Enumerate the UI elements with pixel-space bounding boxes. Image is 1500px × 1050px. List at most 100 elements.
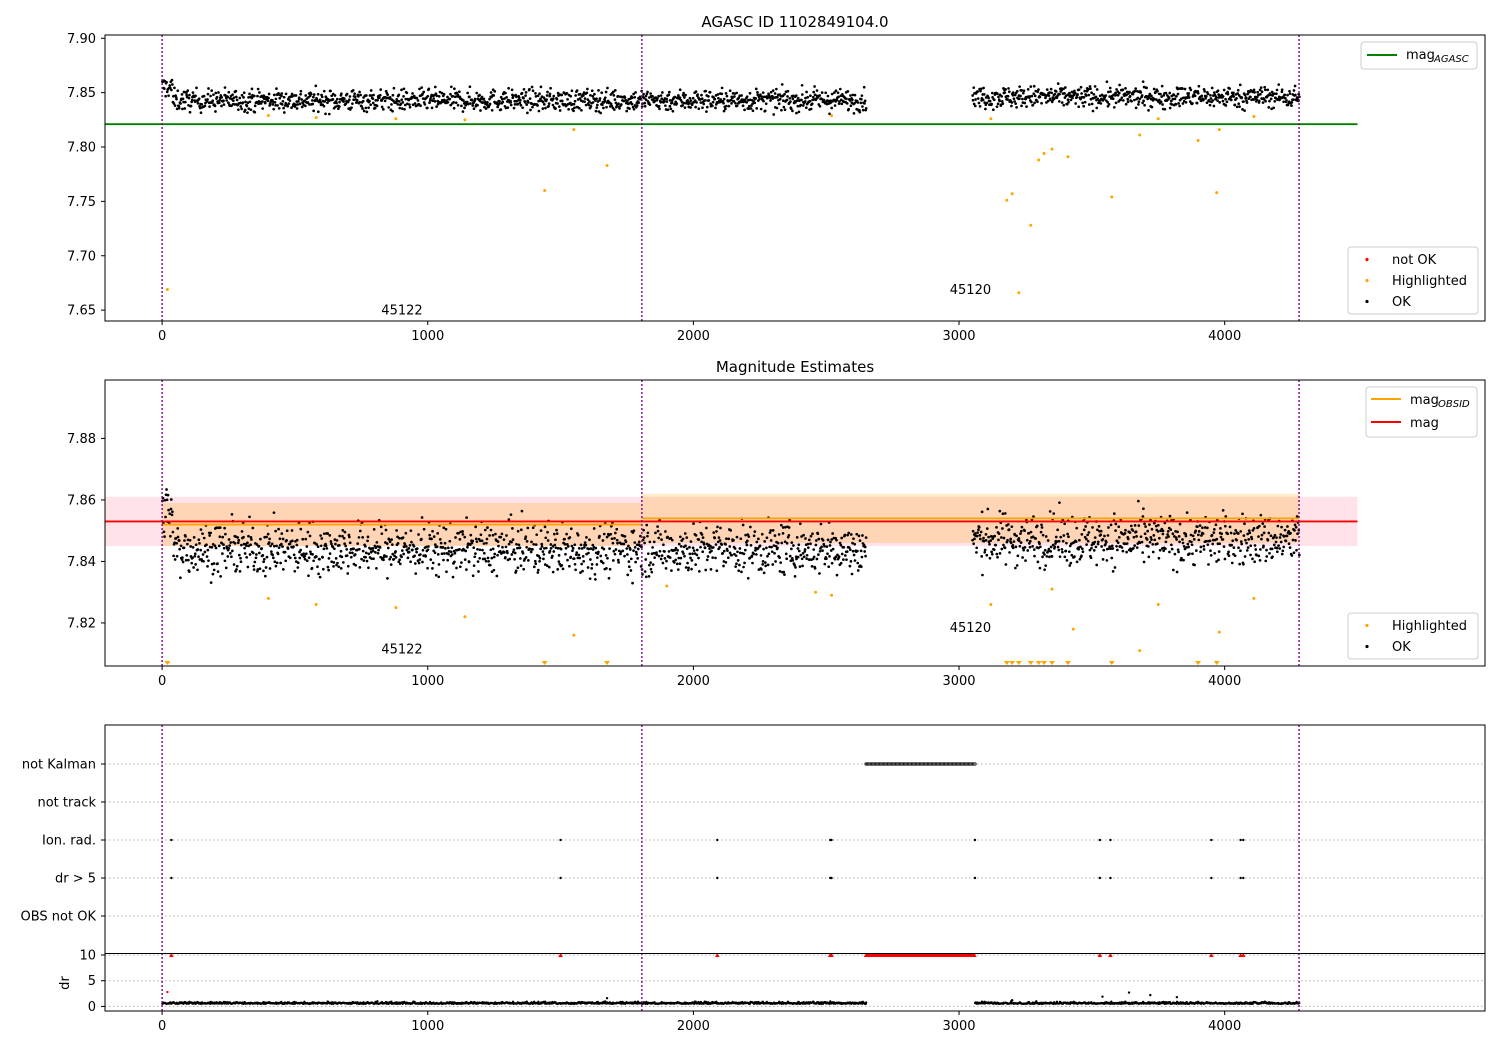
ok-point <box>685 547 689 551</box>
ok-point <box>1175 94 1178 98</box>
ok-point <box>419 104 422 108</box>
below-range-marker <box>604 661 611 665</box>
ok-point <box>812 555 816 559</box>
ok-point <box>178 547 182 551</box>
ok-point <box>307 556 311 560</box>
ok-point <box>444 547 447 550</box>
ok-point <box>758 97 761 101</box>
ok-point <box>458 537 462 541</box>
ok-point <box>799 103 803 107</box>
ok-point <box>635 104 639 107</box>
ok-point <box>623 96 627 99</box>
ok-point <box>1141 515 1145 518</box>
ok-point <box>643 104 647 108</box>
ok-point <box>638 95 642 99</box>
ok-point <box>497 544 500 548</box>
ok-point <box>1213 551 1216 555</box>
ok-point <box>741 523 745 527</box>
ok-point <box>629 557 633 561</box>
ok-point <box>589 547 593 550</box>
ok-point <box>194 94 197 98</box>
ok-point <box>480 539 484 543</box>
ok-point <box>760 95 763 98</box>
ok-point <box>1222 88 1226 92</box>
ok-point <box>391 93 395 97</box>
ok-point <box>1081 101 1085 105</box>
ok-point <box>972 542 975 546</box>
ok-point <box>845 97 848 101</box>
ok-point <box>429 97 432 101</box>
ok-point <box>466 545 469 549</box>
ok-point <box>982 86 985 90</box>
ok-point <box>316 110 320 114</box>
ok-point <box>1049 87 1053 91</box>
ok-point <box>283 550 287 554</box>
ok-point <box>1058 555 1062 559</box>
ok-point <box>755 106 759 110</box>
ok-point <box>321 556 324 559</box>
ok-point <box>793 563 797 567</box>
ok-point <box>1197 84 1201 88</box>
ok-point <box>420 86 424 89</box>
ok-point <box>446 100 450 104</box>
ok-point <box>987 96 990 100</box>
ok-point <box>992 548 996 552</box>
ok-point <box>376 545 379 548</box>
ok-point <box>850 572 854 576</box>
ok-point <box>667 90 671 94</box>
ok-point <box>631 105 635 109</box>
ok-point <box>1262 98 1266 101</box>
ok-point <box>1049 98 1052 102</box>
ok-point <box>713 536 717 540</box>
ok-point <box>539 97 542 101</box>
ok-point <box>255 543 259 546</box>
ok-point <box>403 107 406 111</box>
ok-point <box>809 107 813 111</box>
ok-point <box>483 528 487 532</box>
ok-point <box>391 109 394 113</box>
ok-point <box>358 90 361 94</box>
ok-point <box>492 555 496 559</box>
ok-point <box>714 556 717 560</box>
ok-point <box>1257 535 1260 538</box>
ok-point <box>543 525 547 529</box>
ok-point <box>246 541 249 545</box>
ok-point <box>1182 545 1186 548</box>
ok-point <box>431 529 434 533</box>
ok-point <box>864 107 868 110</box>
ok-point <box>1147 109 1150 112</box>
ok-point <box>581 554 585 558</box>
ok-point <box>509 100 513 104</box>
ok-point <box>461 530 464 533</box>
ok-point <box>777 102 781 106</box>
ok-point <box>728 89 732 93</box>
ok-point <box>494 532 497 536</box>
ok-point <box>296 103 300 106</box>
ok-point <box>179 102 182 105</box>
ok-point <box>1035 524 1039 528</box>
ok-point <box>371 547 375 550</box>
dr-point <box>325 1002 329 1005</box>
ok-point <box>1273 99 1277 103</box>
ok-point <box>1209 97 1213 100</box>
ok-point <box>551 554 554 558</box>
ok-point <box>200 103 204 106</box>
ok-point <box>261 100 264 103</box>
ok-point <box>194 563 197 566</box>
ok-point <box>801 552 805 555</box>
ok-point <box>201 553 205 556</box>
ok-point <box>599 111 602 115</box>
ok-point <box>1230 543 1234 547</box>
ok-point <box>365 110 369 114</box>
ok-point <box>285 529 289 533</box>
ok-point <box>307 574 310 578</box>
ok-point <box>330 94 334 98</box>
ok-point <box>654 531 657 535</box>
ok-point <box>517 96 521 100</box>
ok-point <box>800 83 804 87</box>
ok-point <box>771 94 774 98</box>
flag-marker <box>1242 838 1245 842</box>
ok-point <box>452 101 455 104</box>
ok-point <box>293 556 297 560</box>
ok-point <box>1062 103 1066 107</box>
